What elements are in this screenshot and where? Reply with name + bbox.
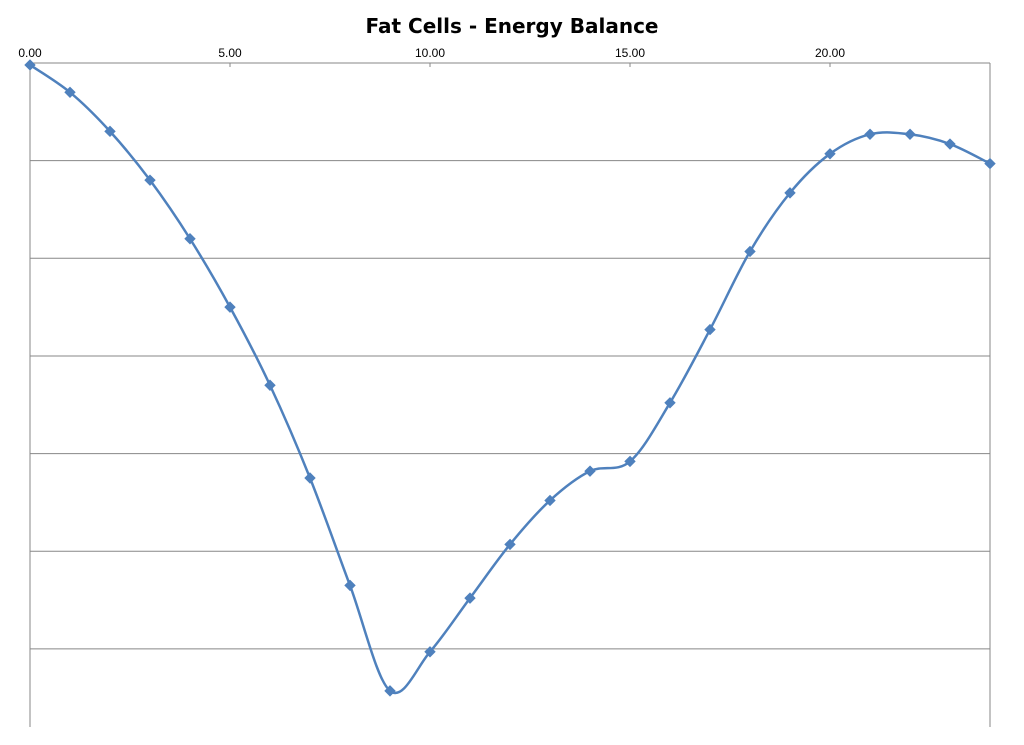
data-point-marker bbox=[864, 128, 876, 140]
data-point-marker bbox=[424, 646, 436, 658]
data-point-marker bbox=[344, 579, 356, 592]
data-point-marker bbox=[704, 323, 716, 336]
data-point-marker bbox=[304, 472, 316, 484]
data-point-marker bbox=[104, 125, 116, 138]
data-point-marker bbox=[144, 174, 156, 186]
data-point-marker bbox=[24, 59, 36, 71]
data-point-marker bbox=[464, 592, 476, 604]
data-point-marker bbox=[624, 455, 636, 468]
series-line bbox=[29, 63, 991, 695]
data-point-marker bbox=[744, 245, 756, 258]
data-point-marker bbox=[504, 538, 516, 551]
x-tick-label: 5.00 bbox=[218, 46, 242, 60]
data-point-marker bbox=[584, 465, 596, 477]
x-tick-label: 0.00 bbox=[18, 46, 42, 60]
data-point-marker bbox=[904, 128, 916, 140]
data-point-marker bbox=[664, 397, 676, 409]
x-tick-label: 15.00 bbox=[615, 46, 645, 60]
x-tick-label: 10.00 bbox=[415, 46, 445, 60]
data-point-marker bbox=[264, 379, 276, 391]
axes bbox=[29, 62, 991, 727]
data-point-marker bbox=[984, 157, 996, 170]
series bbox=[24, 59, 996, 697]
data-point-marker bbox=[784, 187, 796, 199]
data-point-marker bbox=[64, 86, 76, 99]
data-point-marker bbox=[824, 148, 836, 160]
data-point-marker bbox=[944, 138, 956, 150]
data-point-marker bbox=[184, 233, 196, 245]
tick-labels: 0.00 5.00 10.00 15.00 20.00 bbox=[18, 46, 845, 60]
data-point-marker bbox=[384, 685, 396, 697]
data-point-marker bbox=[544, 494, 556, 507]
x-tick-label: 20.00 bbox=[815, 46, 845, 60]
data-point-marker bbox=[224, 301, 236, 313]
chart-title: Fat Cells - Energy Balance bbox=[365, 14, 659, 38]
gridlines bbox=[30, 160, 990, 650]
